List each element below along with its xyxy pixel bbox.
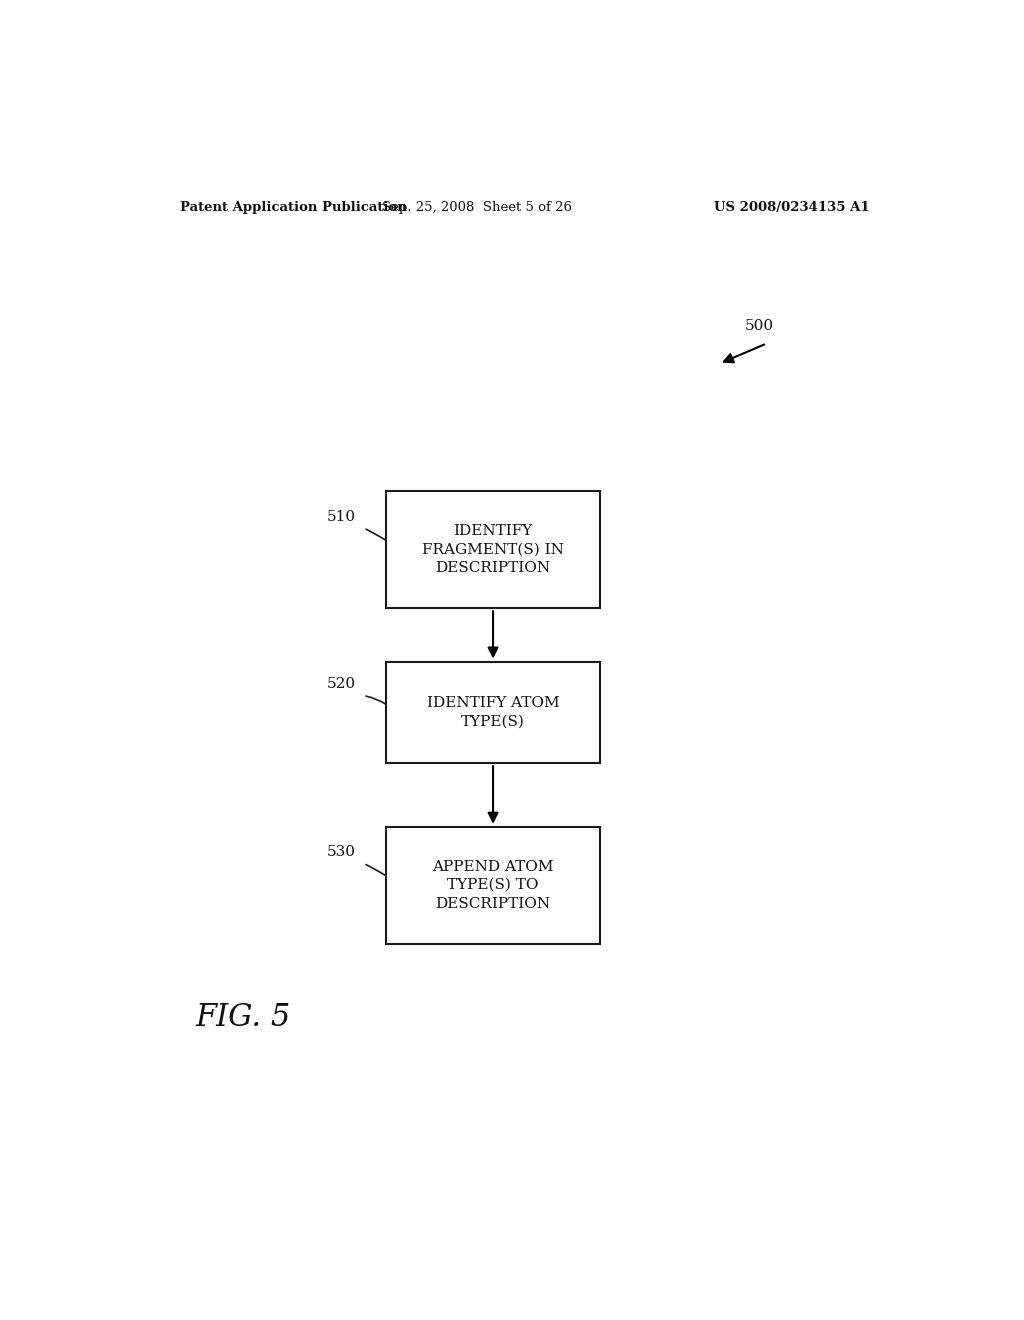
Bar — [386, 826, 600, 944]
Bar — [386, 491, 600, 609]
Text: 520: 520 — [327, 677, 355, 690]
Text: 510: 510 — [327, 510, 355, 524]
Text: IDENTIFY ATOM
TYPE(S): IDENTIFY ATOM TYPE(S) — [427, 696, 559, 729]
Text: 530: 530 — [327, 845, 355, 859]
Bar — [386, 661, 600, 763]
Text: US 2008/0234135 A1: US 2008/0234135 A1 — [715, 201, 870, 214]
Text: Sep. 25, 2008  Sheet 5 of 26: Sep. 25, 2008 Sheet 5 of 26 — [382, 201, 572, 214]
Text: IDENTIFY
FRAGMENT(S) IN
DESCRIPTION: IDENTIFY FRAGMENT(S) IN DESCRIPTION — [422, 524, 564, 576]
Text: Patent Application Publication: Patent Application Publication — [179, 201, 407, 214]
Text: FIG. 5: FIG. 5 — [196, 1002, 291, 1032]
Text: 500: 500 — [744, 319, 773, 333]
Text: APPEND ATOM
TYPE(S) TO
DESCRIPTION: APPEND ATOM TYPE(S) TO DESCRIPTION — [432, 859, 554, 911]
